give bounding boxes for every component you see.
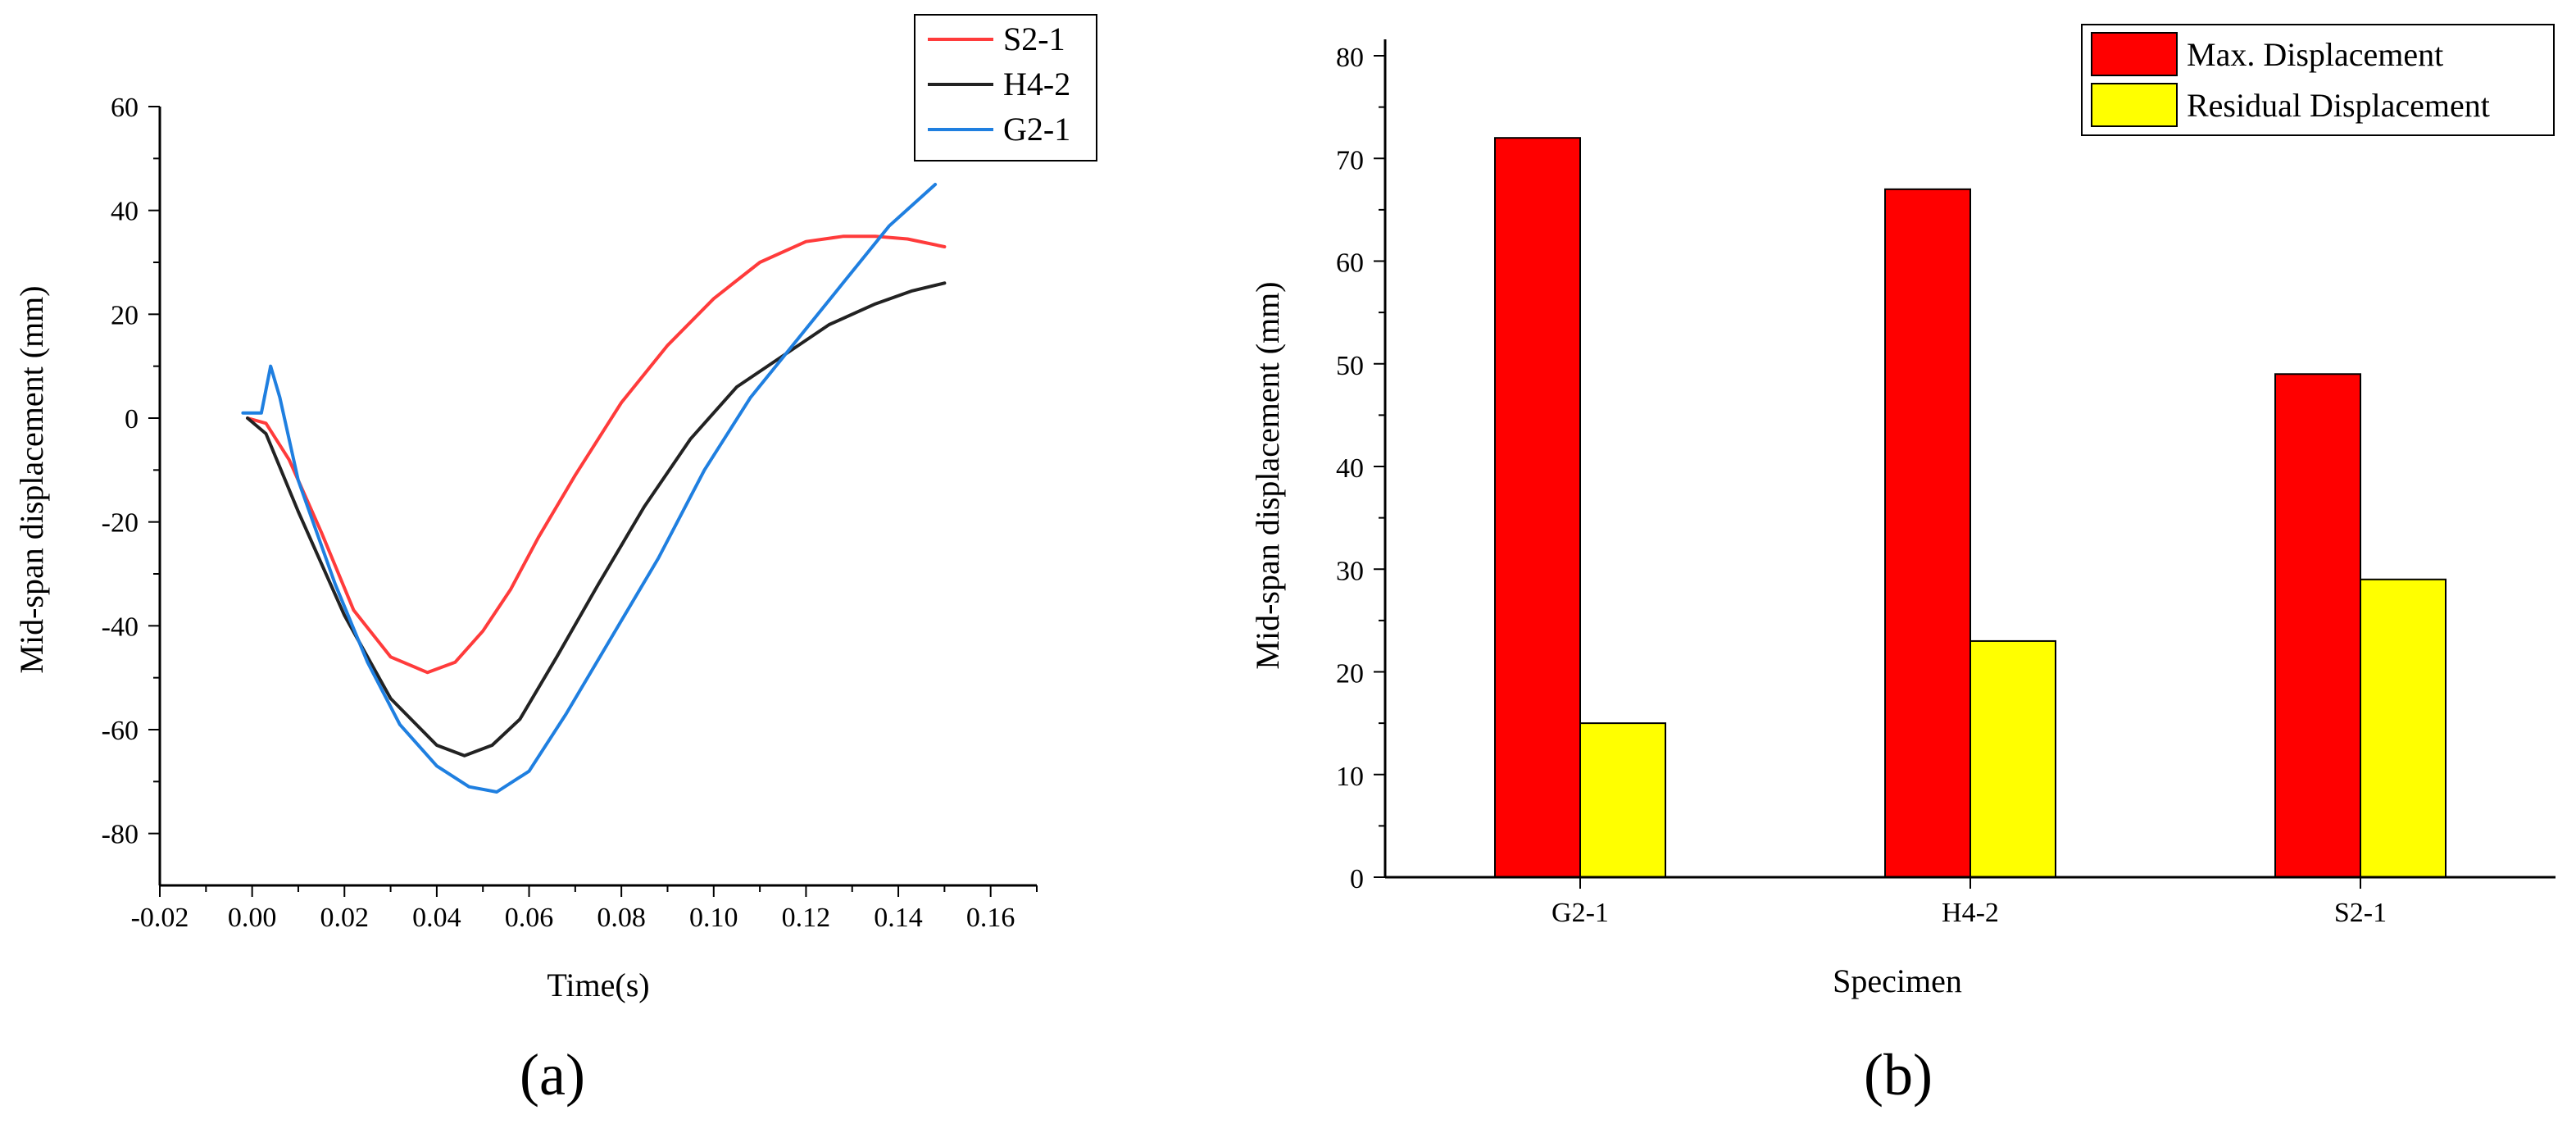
legend-swatch-residual-displacement bbox=[2091, 83, 2178, 127]
bar-chart-legend: Max. Displacement Residual Displacement bbox=[2081, 24, 2555, 136]
bar-chart-y-tick-label: 40 bbox=[1336, 453, 1364, 484]
line-chart-x-ticks: -0.02 0.00 0.02 0.04 0.06 0.08 0.10 0.12 0.14 0.1… bbox=[131, 885, 1038, 933]
line-series-G2-1 bbox=[241, 183, 938, 794]
bar-chart-x-axis-title: Specimen bbox=[1833, 962, 1962, 999]
line-chart-y-axis-title: Mid-span displacement (mm) bbox=[13, 285, 50, 673]
bar-residual-displacement-H4-2 bbox=[1969, 639, 2056, 878]
legend-label-S2-1: S2-1 bbox=[1003, 20, 1065, 57]
line-chart-y-tick-label: 0 bbox=[125, 404, 139, 435]
panel-b-caption: (b) bbox=[1864, 1042, 1933, 1108]
line-chart-y-ticks: -80 -60 -40 -20 0 20 40 60 bbox=[102, 93, 160, 850]
line-chart-x-axis-title: Time(s) bbox=[547, 967, 649, 1003]
line-chart-x-tick-label: -0.02 bbox=[131, 903, 189, 933]
bar-max-displacement-H4-2 bbox=[1884, 188, 1971, 878]
bar-chart-y-axis-title: Mid-span displacement (mm) bbox=[1249, 281, 1286, 669]
bar-chart-y-tick-label: 50 bbox=[1336, 351, 1364, 381]
line-chart-x-tick-label: 0.06 bbox=[505, 903, 554, 933]
bar-chart-x-tick-label: H4-2 bbox=[1942, 898, 1999, 928]
legend-label-residual-displacement: Residual Displacement bbox=[2187, 87, 2490, 124]
bar-max-displacement-G2-1 bbox=[1494, 137, 1581, 878]
bar-chart-x-ticks: G2-1 H4-2 S2-1 bbox=[1552, 877, 2387, 928]
line-chart-x-tick-label: 0.04 bbox=[412, 903, 461, 933]
bar-chart-y-ticks: 0 10 20 30 40 50 60 70 80 bbox=[1336, 43, 1385, 894]
line-chart-y-tick-label: 60 bbox=[111, 93, 139, 123]
line-series-H4-2 bbox=[246, 281, 947, 758]
bar-chart-y-tick-label: 10 bbox=[1336, 762, 1364, 792]
line-chart-x-tick-label: 0.10 bbox=[689, 903, 738, 933]
line-chart-x-tick-label: 0.08 bbox=[597, 903, 646, 933]
bar-chart-y-tick-label: 20 bbox=[1336, 659, 1364, 689]
line-chart-y-tick-label: -80 bbox=[102, 820, 139, 850]
line-series-S2-1 bbox=[246, 234, 947, 675]
line-chart-panel: -80 -60 -40 -20 0 20 40 60 -0.02 0.00 0.02 0.04 0.0… bbox=[13, 14, 1097, 1108]
line-chart-y-tick-label: 20 bbox=[111, 300, 139, 330]
bar-chart-x-tick-label: S2-1 bbox=[2334, 898, 2387, 928]
line-chart-x-tick-label: 0.12 bbox=[782, 903, 831, 933]
line-chart-x-tick-label: 0.14 bbox=[874, 903, 923, 933]
legend-label-G2-1: G2-1 bbox=[1003, 111, 1070, 148]
bar-residual-displacement-G2-1 bbox=[1579, 722, 1666, 878]
line-chart-y-tick-label: -40 bbox=[102, 612, 139, 642]
line-chart-y-tick-label: 40 bbox=[111, 197, 139, 227]
line-chart-x-tick-label: 0.02 bbox=[320, 903, 370, 933]
bar-residual-displacement-S2-1 bbox=[2360, 578, 2447, 879]
bar-chart-x-tick-label: G2-1 bbox=[1552, 898, 1609, 928]
bar-chart-y-tick-label: 60 bbox=[1336, 248, 1364, 279]
bar-chart-y-tick-label: 0 bbox=[1350, 864, 1364, 894]
line-chart-legend: S2-1 H4-2 G2-1 bbox=[914, 14, 1097, 162]
line-chart-y-tick-label: -20 bbox=[102, 508, 139, 539]
bar-chart-y-tick-label: 80 bbox=[1336, 43, 1364, 73]
legend-label-max-displacement: Max. Displacement bbox=[2187, 36, 2443, 73]
bar-chart-y-tick-label: 30 bbox=[1336, 556, 1364, 586]
panel-a-caption: (a) bbox=[520, 1042, 585, 1108]
bar-max-displacement-S2-1 bbox=[2274, 373, 2361, 878]
line-chart-axes bbox=[158, 107, 1037, 887]
legend-label-H4-2: H4-2 bbox=[1003, 66, 1070, 102]
legend-swatch-max-displacement bbox=[2091, 32, 2178, 76]
line-chart-x-tick-label: 0.16 bbox=[966, 903, 1015, 933]
bar-chart-y-tick-label: 70 bbox=[1336, 145, 1364, 175]
bar-chart-bars bbox=[1494, 137, 2447, 879]
line-chart-series bbox=[241, 183, 947, 794]
line-chart-y-tick-label: -60 bbox=[102, 716, 139, 746]
line-chart-x-tick-label: 0.00 bbox=[228, 903, 277, 933]
